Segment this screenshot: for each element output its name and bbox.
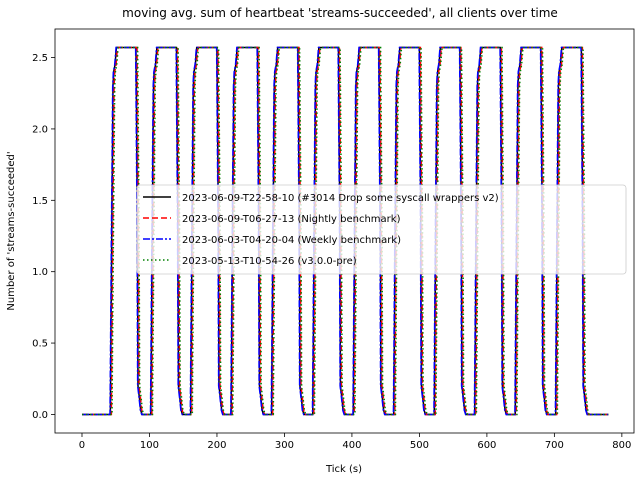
y-tick-label: 0.5 (32, 339, 48, 350)
y-tick-label: 1.0 (32, 267, 48, 278)
y-axis-label: Number of 'streams-succeeded' (6, 151, 17, 310)
x-tick-label: 0 (79, 440, 85, 451)
legend-label: 2023-06-09-T06-27-13 (Nightly benchmark) (182, 214, 401, 225)
plot-lines (81, 46, 609, 416)
legend-frame (136, 184, 627, 275)
legend-label: 2023-06-09-T22-58-10 (#3014 Drop some sy… (182, 193, 499, 204)
legend: 2023-06-09-T22-58-10 (#3014 Drop some sy… (136, 184, 627, 275)
x-tick-label: 400 (342, 440, 361, 451)
x-tick-label: 600 (477, 440, 496, 451)
chart-title: moving avg. sum of heartbeat 'streams-su… (122, 6, 558, 20)
y-tick-label: 2.0 (32, 124, 48, 135)
legend-label: 2023-05-13-T10-54-26 (v3.0.0-pre) (182, 256, 357, 267)
y-axis: 0.0 0.5 1.0 1.5 2.0 2.5 (32, 53, 55, 421)
plot-frame (54, 28, 635, 434)
x-tick-label: 700 (545, 440, 564, 451)
x-tick-label: 800 (612, 440, 631, 451)
x-axis: 0 100 200 300 400 500 600 700 800 (79, 433, 631, 451)
legend-label: 2023-06-03-T04-20-04 (Weekly benchmark) (182, 235, 401, 246)
y-tick-label: 1.5 (32, 196, 48, 207)
x-axis-label: Tick (s) (325, 464, 362, 475)
x-tick-label: 500 (410, 440, 429, 451)
x-tick-label: 200 (207, 440, 226, 451)
y-tick-label: 0.0 (32, 410, 48, 421)
y-tick-label: 2.5 (32, 53, 48, 64)
x-tick-label: 100 (140, 440, 159, 451)
x-tick-label: 300 (275, 440, 294, 451)
